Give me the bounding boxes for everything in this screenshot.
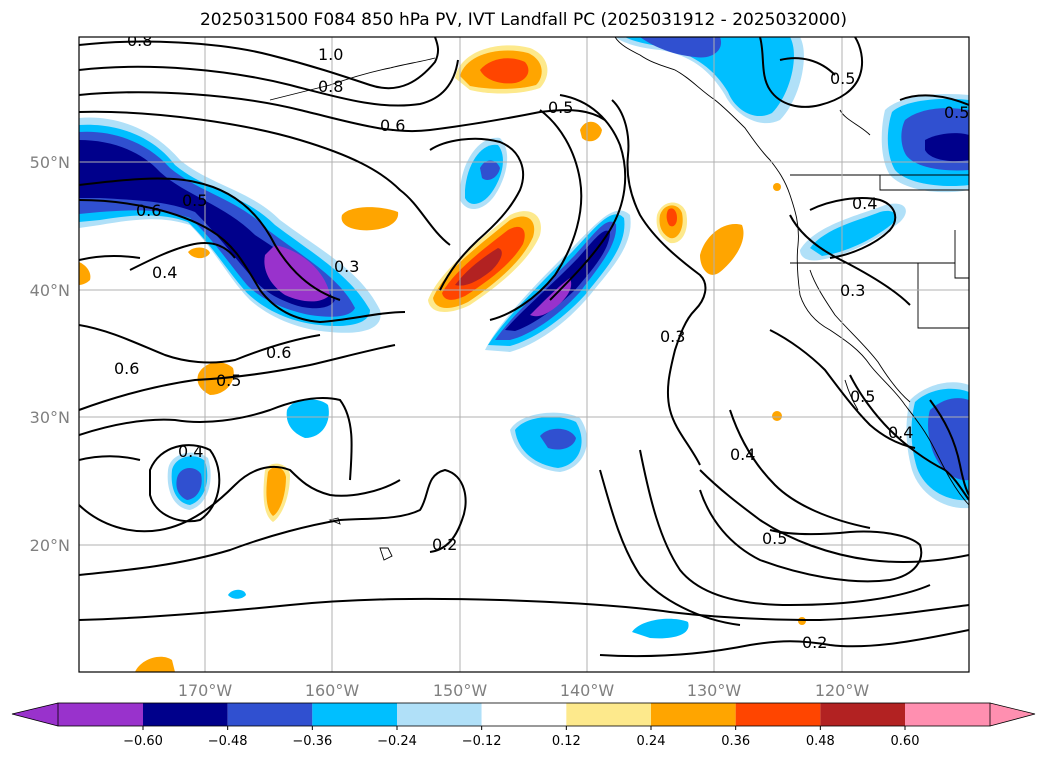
- lon-label: 130°W: [687, 681, 742, 700]
- lat-label: 30°N: [30, 408, 70, 427]
- latitude-labels: 50°N 40°N 30°N 20°N: [30, 153, 70, 555]
- contour-label: 0.5: [762, 529, 787, 548]
- contour-label: 0.5: [830, 69, 855, 88]
- colorbar-tick-label: 0.36: [721, 734, 750, 749]
- colorbar: −0.60 −0.48 −0.36 −0.24 −0.12 0.12 0.24 0.36 0.4…: [11, 702, 1036, 749]
- colorbar-tick-label: −0.48: [208, 734, 248, 749]
- contour-label: 1.0: [318, 45, 343, 64]
- colorbar-tick-label: 0.48: [806, 734, 835, 749]
- contour-label: 0.2: [802, 633, 827, 652]
- lon-label: 170°W: [178, 681, 233, 700]
- colorbar-tick-label: 0.24: [637, 734, 666, 749]
- lon-label: 150°W: [433, 681, 488, 700]
- contour-label: 0.6: [380, 116, 405, 135]
- colorbar-segment: [820, 703, 905, 726]
- colorbar-tick-label: −0.12: [462, 734, 502, 749]
- graticule: [79, 37, 969, 672]
- colorbar-tick-label: 0.60: [891, 734, 920, 749]
- coastlines: [269, 37, 969, 561]
- map-title: 2025031500 F084 850 hPa PV, IVT Landfall…: [199, 10, 847, 30]
- contour-label: 0.4: [730, 445, 755, 464]
- pv-contours: [79, 37, 969, 658]
- contour-label: 0.4: [888, 423, 913, 442]
- colorbar-segment: [735, 703, 821, 726]
- anomaly-fill: [79, 37, 969, 672]
- contour-label: 0.3: [840, 281, 865, 300]
- lat-label: 50°N: [30, 153, 70, 172]
- map-frame: [78, 36, 970, 673]
- colorbar-segment: [481, 703, 567, 726]
- contour-label: 0.4: [852, 194, 877, 213]
- contour-label: 0.5: [944, 103, 969, 122]
- colorbar-extend-low: [12, 703, 58, 726]
- contour-label: 0.5: [548, 98, 573, 117]
- colorbar-segment: [227, 703, 313, 726]
- colorbar-segment: [312, 703, 397, 726]
- colorbar-tick-label: 0.12: [552, 734, 581, 749]
- contour-label: 0.8: [318, 77, 343, 96]
- colorbar-segment: [651, 703, 736, 726]
- map-panel: [79, 37, 969, 672]
- contour-label: 0.3: [334, 257, 359, 276]
- colorbar-segment: [143, 703, 228, 726]
- contour-label: 0.5: [182, 191, 207, 210]
- contour-label: 0.4: [178, 442, 203, 461]
- colorbar-tick-label: −0.36: [292, 734, 332, 749]
- colorbar-extend-high: [990, 703, 1035, 726]
- lon-label: 120°W: [815, 681, 870, 700]
- contour-label: 0.2: [432, 535, 457, 554]
- lon-label: 140°W: [560, 681, 615, 700]
- contour-label: 0.4: [152, 263, 177, 282]
- colorbar-segment: [905, 703, 990, 726]
- longitude-labels: 170°W 160°W 150°W 140°W 130°W 120°W: [178, 681, 870, 700]
- colorbar-segment: [397, 703, 482, 726]
- contour-label: 0.3: [660, 327, 685, 346]
- contour-label: 0.6: [266, 343, 291, 362]
- colorbar-segment: [566, 703, 651, 726]
- colorbar-segment: [58, 703, 143, 726]
- contour-label: 0.6: [136, 201, 161, 220]
- colorbar-tick-label: −0.24: [377, 734, 417, 749]
- contour-label: 0.5: [850, 387, 875, 406]
- lon-label: 160°W: [305, 681, 360, 700]
- contour-labels: 0.8 1.0 0.8 0.6 0.5 0.5 0.5 0.6 0.5 0.4 …: [114, 31, 969, 652]
- lat-label: 40°N: [30, 281, 70, 300]
- colorbar-tick-label: −0.60: [123, 734, 163, 749]
- lat-label: 20°N: [30, 536, 70, 555]
- contour-label: 0.8: [127, 31, 152, 50]
- contour-label: 0.6: [114, 359, 139, 378]
- contour-label: 0.5: [216, 371, 241, 390]
